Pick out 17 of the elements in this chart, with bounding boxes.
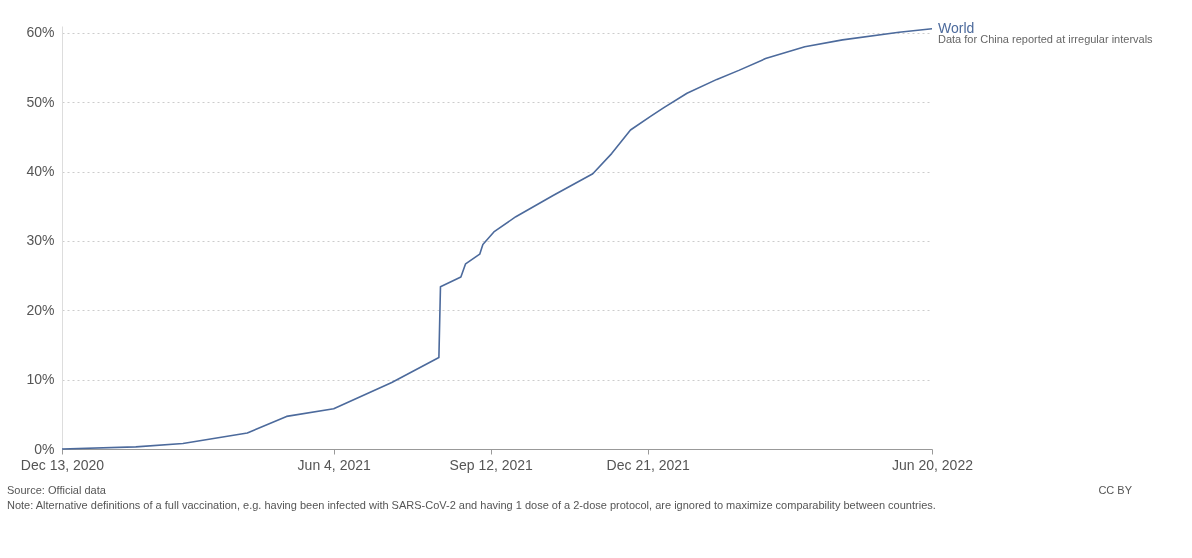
series-label: World xyxy=(938,19,975,36)
x-tick-label: Sep 12, 2021 xyxy=(449,456,534,473)
text: Data for China reported at irregular intervals xyxy=(938,33,1154,45)
y-tick-label: 40% xyxy=(26,163,55,180)
text: CC BY xyxy=(1098,484,1133,496)
y-tick-label: 10% xyxy=(26,371,55,388)
x-tick-label: Dec 13, 2020 xyxy=(20,456,105,473)
x-tick-label: Dec 21, 2021 xyxy=(606,456,691,473)
y-tick-label: 0% xyxy=(34,440,55,457)
text: Note: Alternative definitions of a full vaccination, e.g. having been infected with SARS-CoV-2 and having 1 dose of a 2-dose protocol, are ignored to maximize comparability between countries. xyxy=(7,499,936,511)
y-tick-label: 60% xyxy=(26,24,55,41)
x-tick-label: Jun 4, 2021 xyxy=(297,456,371,473)
y-tick-label: 20% xyxy=(26,301,55,318)
y-tick-label: 50% xyxy=(26,93,55,110)
source-note: Source: Official data xyxy=(7,484,107,496)
x-tick-label: Jun 20, 2022 xyxy=(892,456,974,473)
y-tick-label: 30% xyxy=(26,232,55,249)
